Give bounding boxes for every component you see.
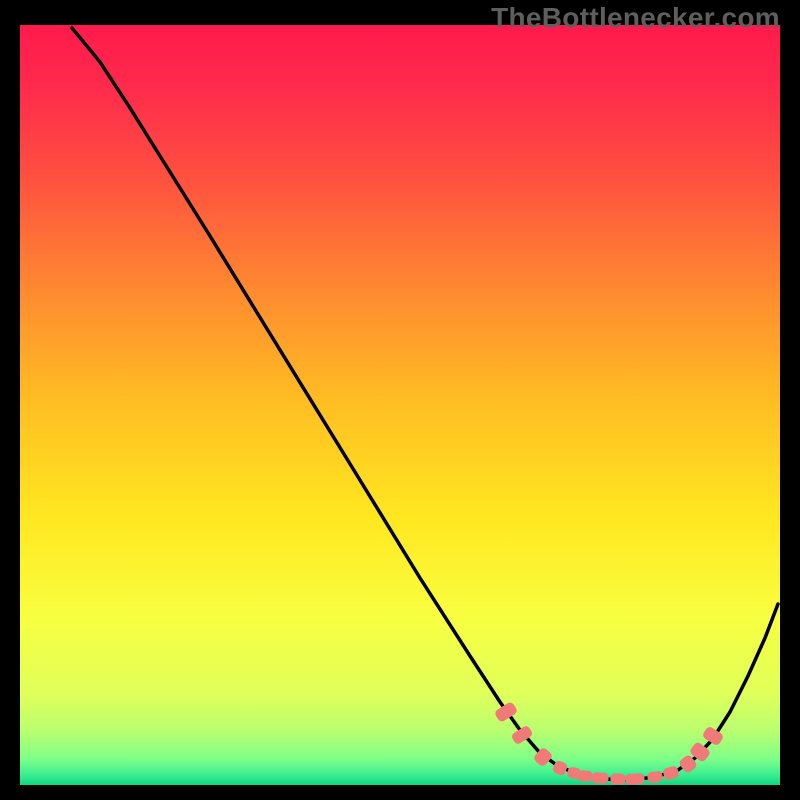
curve-marker <box>626 774 644 785</box>
watermark-text: TheBottlenecker.com <box>491 2 780 34</box>
curve-marker <box>647 771 662 783</box>
chart-stage: TheBottlenecker.com <box>0 0 800 800</box>
curve-marker <box>578 770 593 781</box>
curve-marker <box>592 773 608 784</box>
gradient-background <box>20 25 780 785</box>
chart-svg <box>0 0 800 800</box>
curve-marker <box>611 774 625 784</box>
